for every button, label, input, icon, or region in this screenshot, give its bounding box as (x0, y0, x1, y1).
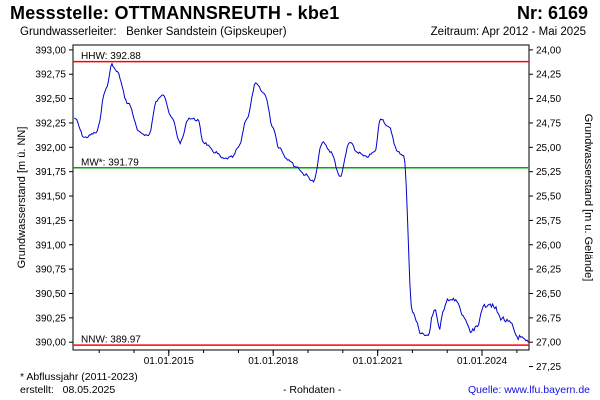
x-tick-label: 01.01.2024 (457, 356, 507, 367)
y-tick-label: 390,00 (35, 338, 66, 349)
reference-label: HHW: 392.88 (81, 51, 141, 62)
y-tick-label: 391,50 (35, 192, 66, 203)
aquifer-info: Grundwasserleiter: Benker Sandstein (Gip… (20, 26, 287, 38)
aquifer-value: Benker Sandstein (Gipskeuper) (126, 26, 287, 38)
y2-tick-label: 25,25 (536, 167, 561, 178)
y2-tick-label: 26,25 (536, 265, 561, 276)
y-axis-label: Grundwasserstand [m ü. NN] (16, 127, 28, 269)
y2-tick-label: 26,00 (536, 240, 561, 251)
y2-axis-label: Grundwasserstand [m u. Gelände] (582, 114, 594, 282)
x-tick-label: 01.01.2018 (248, 356, 298, 367)
reference-label: MW*: 391.79 (81, 157, 139, 168)
footnote: * Abflussjahr (2011-2023) (20, 371, 138, 383)
period-info: Zeitraum: Apr 2012 - Mai 2025 (430, 26, 586, 38)
y-tick-label: 392,25 (35, 118, 66, 129)
y-tick-label: 391,75 (35, 167, 66, 178)
y-tick-label: 392,75 (35, 70, 66, 81)
y-tick-label: 392,50 (35, 94, 66, 105)
x-tick-label: 01.01.2015 (144, 356, 194, 367)
station-number: Nr: 6169 (516, 3, 588, 23)
y-tick-label: 390,50 (35, 289, 66, 300)
y2-tick-label: 24,75 (536, 118, 561, 129)
y-tick-label: 390,25 (35, 313, 66, 324)
y2-tick-label: 27,00 (536, 338, 561, 349)
reference-label: NNW: 389.97 (81, 335, 141, 346)
y-tick-label: 392,00 (35, 143, 66, 154)
station-title: Messstelle: OTTMANNSREUTH - kbe1 (10, 3, 340, 23)
plot-frame (72, 44, 530, 351)
source-link[interactable]: Quelle: www.lfu.bayern.de (468, 384, 590, 396)
created-info: erstellt: 08.05.2025 (20, 384, 115, 396)
created-date: 08.05.2025 (62, 384, 116, 396)
y2-tick-label: 25,50 (536, 192, 561, 203)
y-tick-label: 393,00 (35, 45, 66, 56)
y2-tick-label: 24,25 (536, 70, 561, 81)
y2-tick-label: 25,75 (536, 216, 561, 227)
y-tick-label: 391,25 (35, 216, 66, 227)
series-line (74, 62, 529, 343)
rawdata-note: - Rohdaten - (283, 384, 342, 396)
y-tick-label: 390,75 (35, 265, 66, 276)
x-tick-label: 01.01.2021 (353, 356, 403, 367)
y2-tick-label: 26,50 (536, 289, 561, 300)
y2-tick-label: 24,00 (536, 45, 561, 56)
y2-tick-label: 27,25 (536, 362, 561, 373)
created-label: erstellt: (20, 384, 54, 396)
aquifer-label: Grundwasserleiter: (20, 26, 117, 38)
y2-tick-label: 25,00 (536, 143, 561, 154)
y2-tick-label: 26,75 (536, 313, 561, 324)
y-tick-label: 391,00 (35, 240, 66, 251)
y2-tick-label: 24,50 (536, 94, 561, 105)
